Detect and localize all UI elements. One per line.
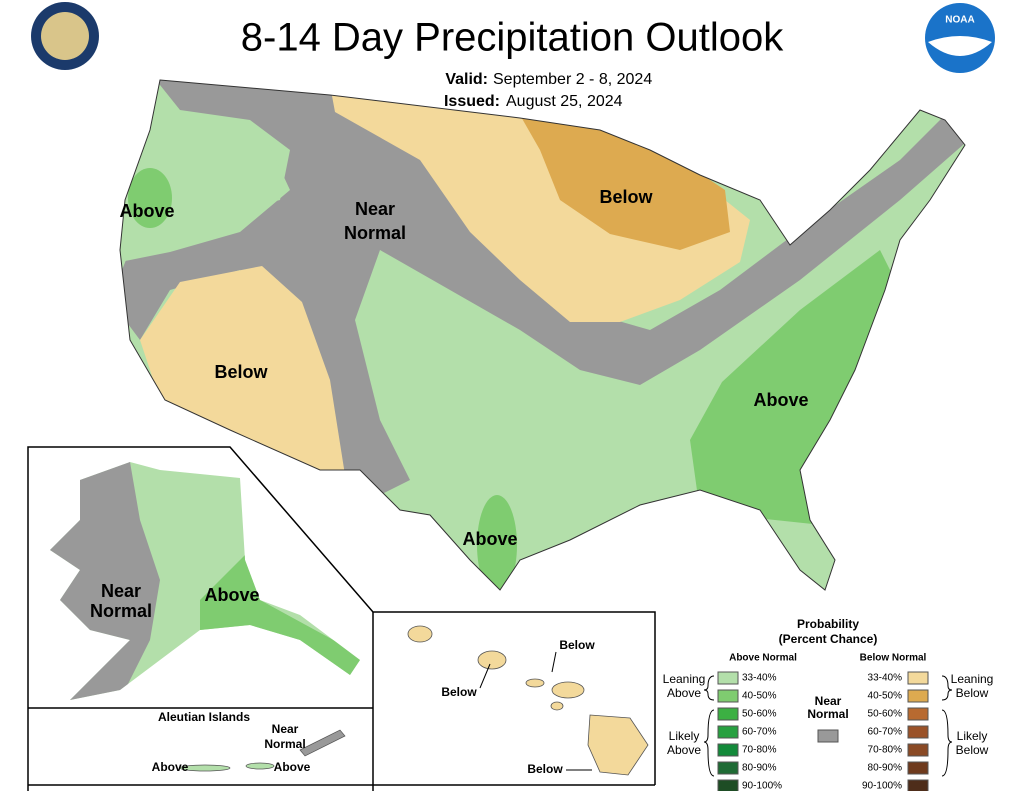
legend-label: Above xyxy=(667,743,701,757)
legend-range: 90-100% xyxy=(742,781,782,791)
region-label: Below xyxy=(214,362,268,382)
legend-title: (Percent Chance) xyxy=(779,632,878,646)
issued-label: Issued: xyxy=(444,93,500,110)
legend-range: 50-60% xyxy=(742,709,777,720)
legend-title: Probability xyxy=(797,617,859,631)
legend-label: Below xyxy=(956,686,989,700)
legend-range: 40-50% xyxy=(742,691,777,702)
legend-swatch xyxy=(717,689,739,703)
legend-label: Likely xyxy=(669,729,700,743)
legend-header: Below Normal xyxy=(860,653,927,664)
legend-label: Likely xyxy=(957,729,988,743)
legend-swatch xyxy=(907,725,929,739)
legend-range: 70-80% xyxy=(742,745,777,756)
legend-swatch xyxy=(907,671,929,685)
legend-label: Normal xyxy=(807,707,848,721)
legend-swatch xyxy=(717,671,739,685)
logo-commerce xyxy=(31,2,99,70)
region-label: Above xyxy=(204,585,259,605)
legend-swatch xyxy=(907,707,929,721)
legend-swatch xyxy=(717,725,739,739)
brace xyxy=(941,675,953,701)
near-normal-swatch xyxy=(817,729,839,743)
legend-label: Leaning xyxy=(951,672,994,686)
legend-swatch xyxy=(907,779,929,791)
legend-range: 60-70% xyxy=(868,727,903,738)
legend-range: 80-90% xyxy=(868,763,903,774)
valid: September 2 - 8, 2024 xyxy=(493,71,652,88)
hawaii-islands xyxy=(407,625,649,776)
legend-swatch xyxy=(717,743,739,757)
legend-label: Near xyxy=(815,694,842,708)
region-label: Below xyxy=(559,638,595,652)
region-label: Below xyxy=(527,762,563,776)
legend-range: 33-40% xyxy=(742,673,777,684)
legend-range: 60-70% xyxy=(742,727,777,738)
legend-swatch xyxy=(717,779,739,791)
legend-header: Above Normal xyxy=(729,653,797,664)
region-label: Normal xyxy=(90,601,152,621)
title: 8-14 Day Precipitation Outlook xyxy=(241,16,785,60)
region-label: Near xyxy=(355,199,395,219)
issued: August 25, 2024 xyxy=(506,93,623,110)
region-label: Near xyxy=(101,581,141,601)
legend-swatch xyxy=(907,761,929,775)
logo-noaa: NOAA xyxy=(925,3,995,73)
legend-range: 33-40% xyxy=(868,673,903,684)
leader-lines xyxy=(479,651,592,771)
legend-swatch xyxy=(717,707,739,721)
region-label: Below xyxy=(599,187,653,207)
region-label: Below xyxy=(441,685,477,699)
region-label: Near xyxy=(272,722,299,736)
region-label: Above xyxy=(119,201,174,221)
inset-title: Aleutian Islands xyxy=(158,710,250,724)
legend-label: Below xyxy=(956,743,989,757)
legend-swatch xyxy=(717,761,739,775)
region-label: Normal xyxy=(264,737,305,751)
legend-range: 80-90% xyxy=(742,763,777,774)
legend xyxy=(703,675,953,777)
brace xyxy=(941,709,953,777)
aleutian-islands xyxy=(179,729,346,772)
legend-range: 50-60% xyxy=(868,709,903,720)
region-label: Above xyxy=(462,529,517,549)
brace xyxy=(703,709,715,777)
alaska-map xyxy=(50,462,360,700)
brace xyxy=(703,675,715,701)
legend-swatch xyxy=(907,743,929,757)
noaa-text: NOAA xyxy=(945,15,974,26)
legend-range: 40-50% xyxy=(868,691,903,702)
legend-label: Leaning xyxy=(663,672,706,686)
region-label: Above xyxy=(152,760,189,774)
inset-frame xyxy=(27,446,656,791)
legend-range: 70-80% xyxy=(868,745,903,756)
legend-range: 90-100% xyxy=(862,781,902,791)
conus-outline xyxy=(119,79,966,591)
region-label: Above xyxy=(753,390,808,410)
region-label: Normal xyxy=(344,223,406,243)
region-label: Above xyxy=(274,760,311,774)
valid-label: Valid: xyxy=(445,71,488,88)
legend-label: Above xyxy=(667,686,701,700)
legend-swatch xyxy=(907,689,929,703)
